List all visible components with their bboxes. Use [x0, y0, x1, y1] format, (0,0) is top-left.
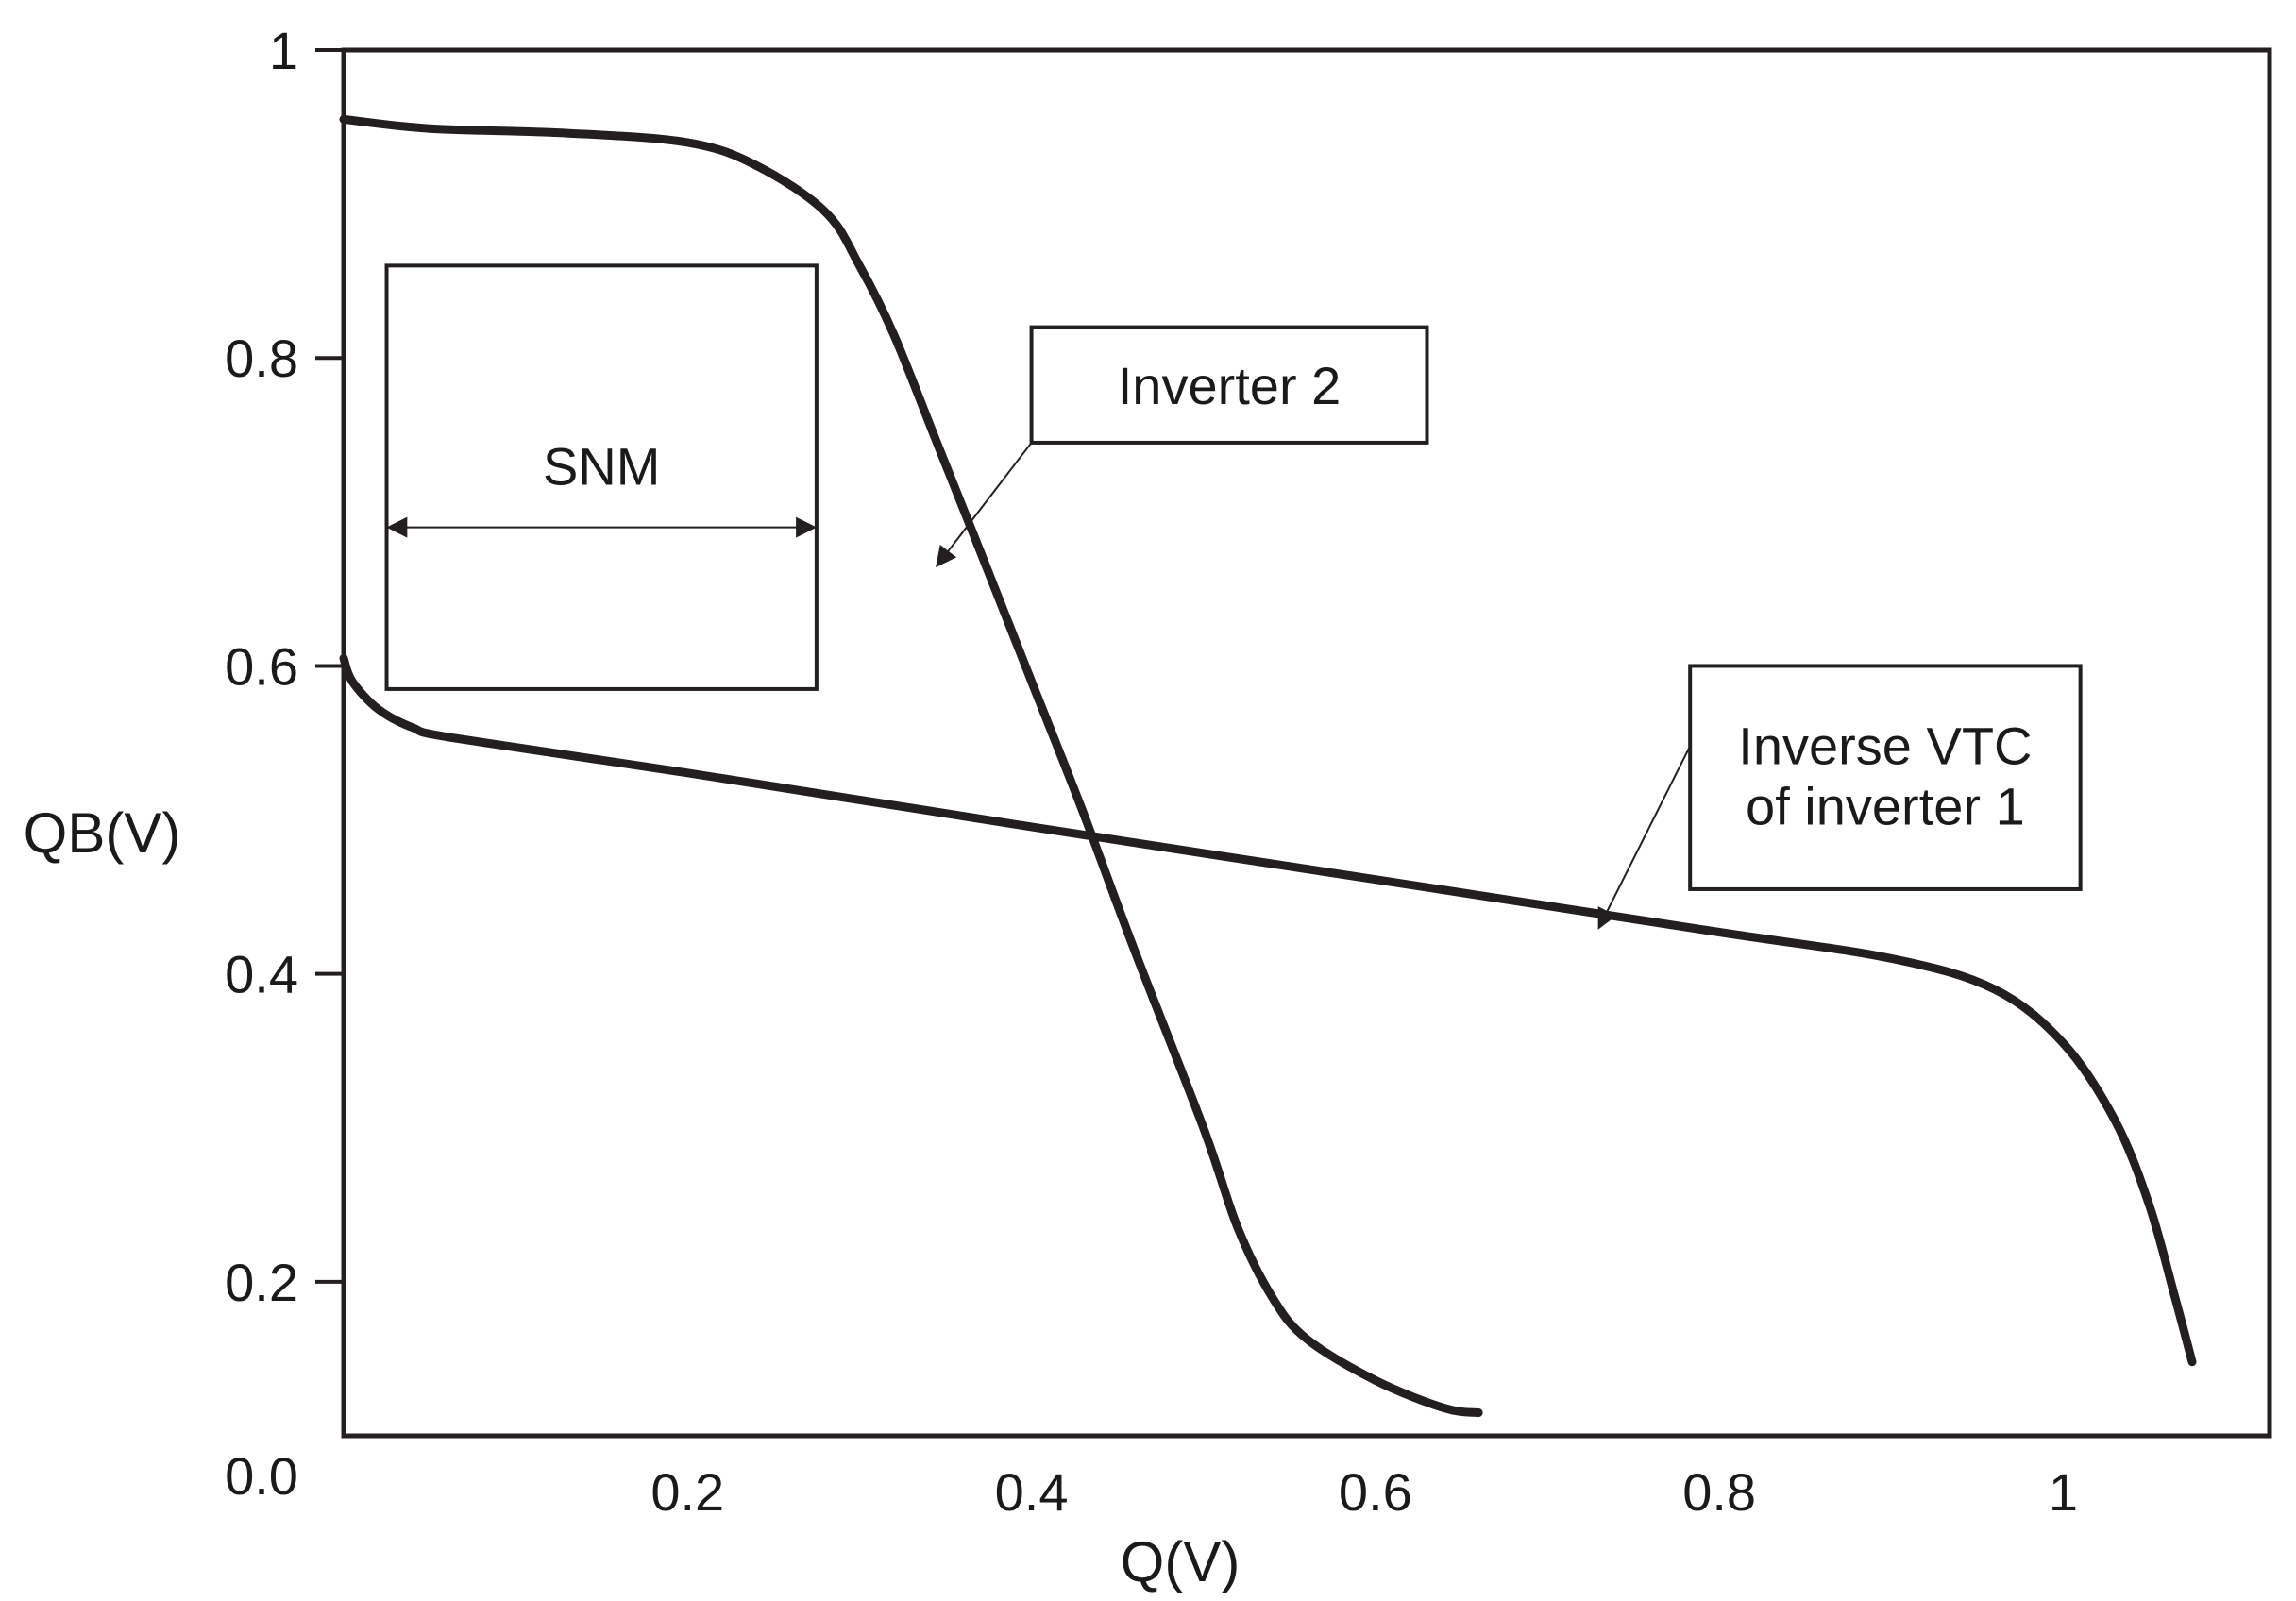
x-tick-label: 0.4: [995, 1462, 1069, 1522]
plot-area-frame: [341, 47, 2272, 1439]
inverse-vtc-callout-arrow: [1597, 745, 1692, 930]
y-tick-label: 0.4: [225, 945, 298, 1004]
y-tick-label: 0.2: [225, 1253, 298, 1312]
series-line-inverse-vtc-inverter-1: [339, 653, 2197, 1367]
inverter-2-callout-arrow: [936, 442, 1033, 568]
inverter-2-callout: Inverter 2: [936, 325, 1429, 568]
inverter-2-callout-box: [1029, 325, 1429, 445]
y-tick-label: 1: [269, 21, 298, 80]
inverse-vtc-label-line-1: Inverse VTC: [1738, 716, 2032, 776]
snm-box: [384, 263, 819, 691]
x-tick-label: 0.8: [1682, 1462, 1756, 1522]
x-tick-label: 0.2: [650, 1462, 724, 1522]
y-axis-title: QB(V): [24, 801, 181, 865]
inverter-2-label: Inverter 2: [1118, 356, 1342, 415]
inverse-vtc-label-line-2: of inverter 1: [1746, 777, 2025, 836]
x-tick-label: 0.6: [1339, 1462, 1412, 1522]
x-axis-title: Q(V): [1121, 1530, 1241, 1593]
y-tick-label: 0.6: [225, 636, 298, 696]
x-axis: 0.2 0.4 0.6 0.8 1: [650, 1462, 2078, 1522]
inverse-vtc-callout: Inverse VTC of inverter 1: [1597, 664, 2083, 930]
series-line-inverter-2: [339, 114, 1483, 1417]
series-layer: [339, 114, 2197, 1417]
x-tick-label: 1: [2049, 1462, 2078, 1522]
origin-label: 0.0: [225, 1446, 298, 1506]
snm-label: SNM: [543, 437, 660, 497]
y-axis: 0.2 0.4 0.6 0.8 1: [225, 21, 344, 1312]
inverse-vtc-callout-box: [1688, 664, 2083, 891]
y-tick-label: 0.8: [225, 329, 298, 388]
snm-annotation: SNM: [384, 263, 819, 691]
